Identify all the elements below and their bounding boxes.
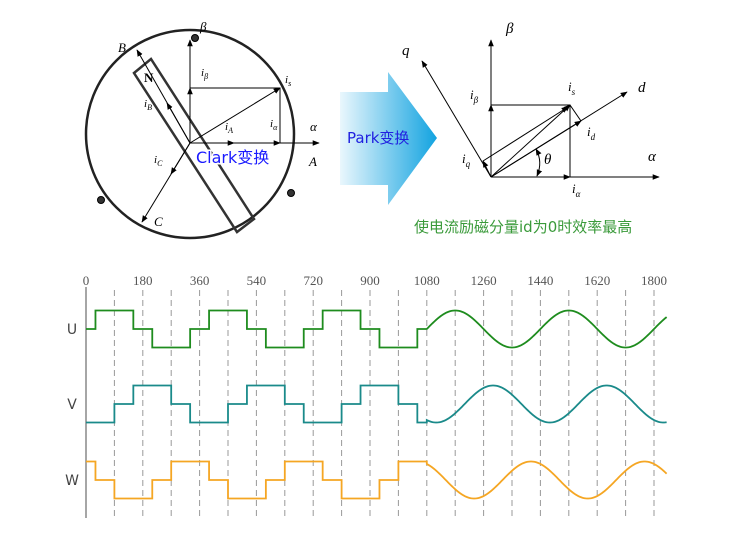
efficiency-note: 使电流励磁分量id为0时效率最高 — [414, 218, 632, 236]
stator-circle — [84, 28, 296, 240]
a-label: A — [308, 154, 317, 169]
series-label: W — [65, 473, 79, 489]
i-b-label: iB — [144, 98, 152, 112]
parallelogram-line — [569, 104, 582, 122]
q-axis — [421, 60, 492, 178]
q-label: q — [402, 43, 410, 59]
projection-lines — [190, 87, 281, 143]
theta-arc — [535, 148, 543, 177]
i-s-vector — [490, 104, 571, 178]
i-q-label: iq — [462, 151, 471, 169]
park-labels: β q d α θ iβ is id iq iα — [402, 21, 657, 199]
i-beta-label: iβ — [470, 87, 479, 105]
i-a-label: iA — [225, 121, 233, 135]
i-beta-label: iβ — [201, 67, 208, 81]
i-q-vector — [482, 160, 492, 178]
alpha-label: α — [648, 149, 657, 165]
series-u-line — [86, 309, 668, 349]
x-tick-label: 1260 — [471, 273, 497, 288]
waveform-chart: 0 180 360 540 720 900 1080 1260 1440 1620 1800 U V W — [65, 273, 668, 518]
clark-diagram — [84, 28, 320, 240]
i-alpha-label: iα — [270, 118, 278, 132]
stator-dot — [97, 196, 105, 204]
d-label: d — [638, 80, 646, 96]
park-arrow — [340, 72, 437, 205]
x-tick-label: 900 — [360, 273, 380, 288]
i-alpha-label: iα — [572, 181, 581, 199]
x-tick-label: 1080 — [414, 273, 440, 288]
c-label: C — [154, 214, 163, 229]
x-tick-label: 540 — [247, 273, 267, 288]
series-label: V — [67, 397, 77, 413]
stator-dot — [287, 189, 295, 197]
stator-dot — [191, 34, 199, 42]
parallelogram-line — [482, 106, 569, 162]
series-v-line — [86, 384, 667, 424]
series-w-line — [86, 460, 668, 500]
i-c-label: iC — [154, 154, 163, 168]
x-tick-label: 1440 — [527, 273, 553, 288]
clark-transform-title: Clark变换 — [196, 148, 269, 167]
x-tick-label: 720 — [303, 273, 323, 288]
x-tick-label: 0 — [83, 273, 90, 288]
beta-label: β — [505, 21, 514, 37]
alpha-label: α — [310, 119, 318, 134]
series-label: U — [67, 322, 77, 338]
park-diagram — [421, 39, 660, 180]
b-label: B — [118, 40, 126, 55]
beta-label: β — [199, 19, 207, 34]
park-transform-label: Park变换 — [347, 129, 409, 147]
i-s-label: is — [285, 74, 291, 88]
i-d-label: id — [587, 124, 596, 142]
x-tick-label: 360 — [190, 273, 210, 288]
theta-label: θ — [544, 152, 552, 168]
x-tick-label: 1620 — [584, 273, 610, 288]
i-s-vector — [189, 87, 281, 144]
n-pole-label: N — [144, 70, 154, 85]
x-tick-label: 180 — [133, 273, 153, 288]
clark-labels: β B N iβ is iA iα α A iB iC C — [118, 19, 318, 229]
i-c-vector — [170, 142, 191, 175]
x-tick-label: 1800 — [641, 273, 667, 288]
i-b-vector — [166, 102, 191, 144]
i-s-label: is — [568, 79, 576, 97]
